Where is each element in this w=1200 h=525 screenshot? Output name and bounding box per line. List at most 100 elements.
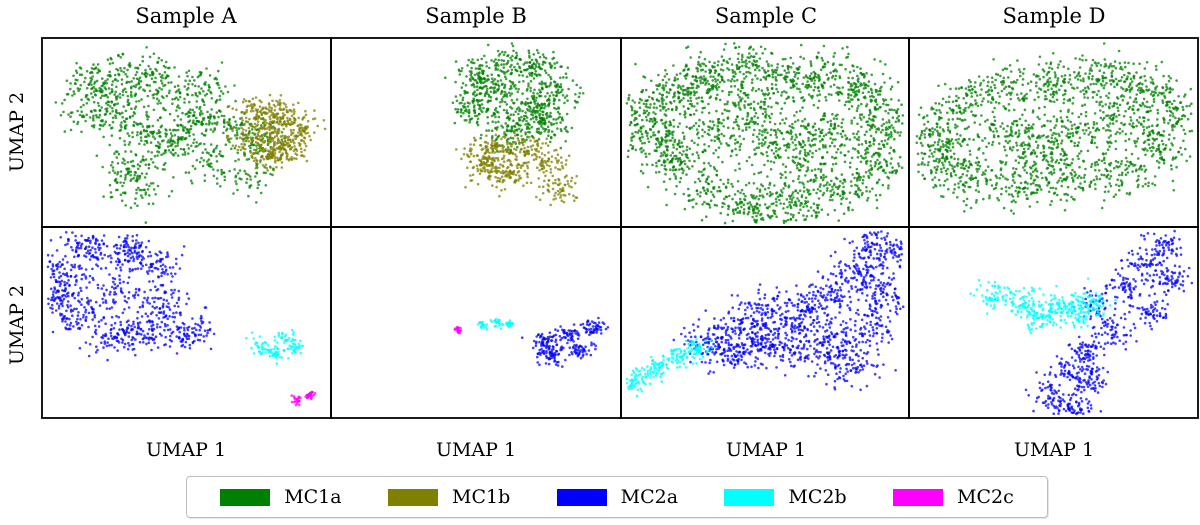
point (711, 83, 715, 87)
point (65, 79, 69, 82)
point (506, 124, 510, 127)
point (834, 162, 838, 165)
point (541, 87, 544, 91)
point (264, 147, 267, 151)
point (754, 205, 757, 208)
point (715, 169, 719, 173)
point (897, 162, 900, 165)
point (651, 125, 655, 129)
point (136, 131, 139, 134)
point (152, 188, 156, 191)
point (138, 76, 142, 79)
point (839, 194, 842, 198)
point (494, 175, 497, 179)
point (113, 171, 117, 174)
point (181, 124, 184, 128)
point (515, 69, 518, 72)
point (786, 75, 789, 79)
point (774, 71, 778, 75)
point (713, 135, 717, 139)
point (484, 146, 488, 150)
point (565, 159, 568, 162)
point (132, 77, 135, 80)
point (665, 139, 669, 142)
point (716, 129, 720, 133)
point (455, 148, 458, 151)
point (503, 75, 507, 78)
point (69, 87, 72, 91)
point (664, 84, 667, 87)
point (736, 211, 739, 214)
point (517, 127, 521, 131)
point (849, 85, 853, 88)
point (541, 192, 545, 195)
point (761, 52, 764, 55)
point (290, 156, 293, 159)
point (852, 90, 855, 94)
point (775, 204, 778, 207)
point (500, 189, 503, 192)
point (764, 128, 768, 131)
point (765, 75, 769, 78)
point (814, 137, 817, 141)
point (754, 74, 757, 77)
point (200, 156, 203, 160)
point (852, 132, 855, 135)
point (774, 155, 777, 159)
point (885, 133, 889, 137)
point (204, 94, 207, 97)
point (726, 100, 729, 103)
point (540, 80, 544, 83)
point (144, 191, 148, 194)
point (751, 205, 754, 208)
point (160, 153, 163, 157)
point (128, 61, 131, 65)
point (233, 84, 236, 87)
point (746, 111, 749, 115)
point (822, 134, 826, 138)
point (498, 105, 502, 108)
point (722, 134, 726, 138)
point (110, 83, 114, 86)
point (734, 208, 737, 211)
point (503, 83, 507, 87)
point (285, 155, 289, 159)
point (793, 75, 797, 78)
point (715, 86, 718, 90)
point (498, 194, 501, 198)
point (901, 114, 905, 117)
point (700, 96, 704, 99)
point (128, 80, 131, 84)
point (887, 112, 890, 115)
point (247, 132, 251, 135)
point (713, 139, 716, 143)
point (140, 172, 144, 175)
point (535, 130, 539, 133)
point (722, 182, 725, 186)
point (123, 162, 127, 166)
point (628, 123, 632, 127)
point (897, 164, 901, 168)
point (217, 115, 220, 119)
point (509, 160, 512, 163)
point (266, 169, 270, 172)
point (178, 95, 182, 99)
point (243, 169, 246, 173)
point (216, 182, 219, 185)
point (72, 90, 75, 93)
point (260, 139, 263, 143)
point (760, 141, 763, 145)
point (472, 143, 476, 146)
point (476, 167, 479, 171)
point (147, 163, 151, 166)
point (121, 115, 124, 119)
point (502, 86, 506, 90)
point (696, 102, 699, 105)
point (503, 136, 507, 139)
point (555, 83, 558, 87)
point (699, 81, 703, 85)
point (212, 149, 215, 153)
point (219, 185, 222, 188)
point (519, 102, 523, 105)
point (454, 60, 458, 63)
